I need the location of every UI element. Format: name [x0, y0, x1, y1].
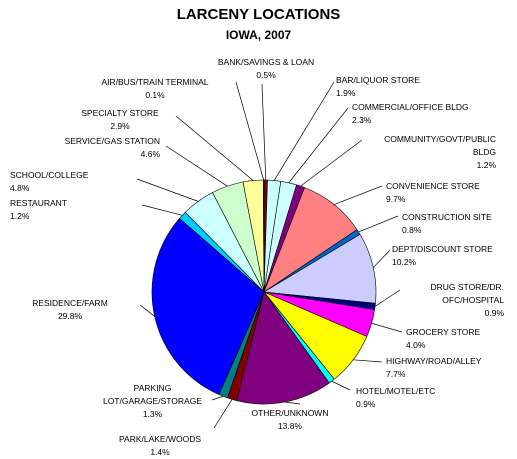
value-label: 10.2%	[392, 257, 417, 267]
leader-line	[331, 380, 351, 391]
leader-line	[165, 145, 228, 187]
leader-line	[353, 359, 383, 363]
value-label: 0.9%	[356, 399, 376, 409]
slice-label: CONVENIENCE STORE 9.7%	[386, 180, 496, 206]
category-label: CONVENIENCE STORE	[386, 181, 480, 191]
category-label: OTHER/UNKNOWN	[251, 408, 329, 418]
slice-label: DEPT/DISCOUNT STORE 10.2%	[392, 243, 512, 269]
category-label: BANK/SAVINGS & LOAN	[217, 57, 315, 67]
slice-label: HIGHWAY/ROAD/ALLEY 7.7%	[386, 355, 496, 381]
value-label: 1.2%	[476, 160, 496, 170]
leader-line	[371, 322, 403, 333]
leader-line	[288, 107, 349, 183]
value-label: 0.1%	[145, 90, 165, 100]
category-label: AIR/BUS/TRAIN TERMINAL	[101, 77, 209, 87]
slice-label: DRUG STORE/DR. OFC/HOSPITAL 0.9%	[404, 281, 504, 320]
value-label: 13.8%	[277, 421, 303, 431]
leader-line	[175, 115, 254, 181]
slice-label: COMMUNITY/GOVT/PUBLIC BLDG 1.2%	[366, 133, 496, 172]
slice-label: PARK/LAKE/WOODS 1.4%	[110, 433, 210, 459]
value-label: 1.2%	[10, 211, 30, 221]
leader-line	[273, 81, 335, 181]
slice-label: OTHER/UNKNOWN 13.8%	[240, 407, 340, 433]
leader-line	[374, 289, 401, 307]
value-label: 0.8%	[402, 225, 422, 235]
category-label: PARK/LAKE/WOODS	[118, 434, 202, 444]
category-label: COMMERCIAL/OFFICE BLDG	[352, 102, 469, 112]
slice-label: PARKING LOT/GARAGE/STORAGE 1.3%	[90, 382, 215, 421]
value-label: 1.3%	[142, 409, 163, 419]
slice-label: BANK/SAVINGS & LOAN 0.5%	[206, 56, 326, 82]
chart-subtitle: IOWA, 2007	[225, 28, 292, 42]
category-label: HOTEL/MOTEL/ETC	[356, 386, 436, 396]
category-label: SERVICE/GAS STATION	[64, 136, 160, 146]
value-label: 9.7%	[386, 194, 406, 204]
value-label: 4.6%	[140, 149, 160, 159]
leader-line	[300, 139, 363, 187]
category-label: RESTAURANT	[10, 198, 67, 208]
slice-label: SERVICE/GAS STATION 4.6%	[40, 135, 160, 161]
category-label: PARKING LOT/GARAGE/STORAGE	[102, 383, 203, 406]
slice-label: GROCERY STORE 4.0%	[406, 326, 506, 352]
leader-line	[136, 178, 199, 202]
slice-label: RESTAURANT 1.2%	[10, 197, 130, 223]
value-label: 7.7%	[386, 369, 406, 379]
pie-slice	[263, 233, 377, 304]
leader-line	[261, 83, 267, 181]
slice-label: BAR/LIQUOR STORE 1.9%	[336, 74, 446, 100]
slice-label: HOTEL/MOTEL/ETC 0.9%	[356, 385, 466, 411]
leader-line	[213, 399, 233, 429]
leader-line	[235, 81, 264, 181]
value-label: 1.9%	[336, 88, 356, 98]
pie-slice	[236, 291, 330, 405]
slice-label: SPECIALTY STORE 2.9%	[60, 107, 180, 133]
value-label: 29.8%	[57, 311, 83, 321]
slice-label: CONSTRUCTION SITE 0.8%	[402, 211, 512, 237]
leader-line	[211, 395, 224, 401]
leader-line	[333, 185, 383, 205]
value-label: 2.9%	[110, 121, 130, 131]
category-label: BAR/LIQUOR STORE	[336, 75, 420, 85]
category-label: HIGHWAY/ROAD/ALLEY	[386, 356, 482, 366]
slice-label: COMMERCIAL/OFFICE BLDG 2.3%	[352, 101, 492, 127]
category-label: DRUG STORE/DR. OFC/HOSPITAL	[430, 282, 504, 305]
leader-line	[358, 215, 399, 233]
leader-line	[373, 249, 391, 268]
category-label: GROCERY STORE	[406, 327, 481, 337]
value-label: 1.4%	[150, 447, 170, 457]
slice-label: RESIDENCE/FARM 29.8%	[10, 297, 130, 323]
value-label: 4.0%	[406, 340, 426, 350]
value-label: 0.5%	[256, 70, 276, 80]
slice-label: SCHOOL/COLLEGE 4.8%	[10, 169, 130, 195]
category-label: SCHOOL/COLLEGE	[10, 170, 89, 180]
leader-line	[284, 401, 301, 405]
value-label: 0.9%	[484, 308, 504, 318]
chart-title: LARCENY LOCATIONS	[176, 6, 341, 23]
slice-label: AIR/BUS/TRAIN TERMINAL 0.1%	[80, 76, 230, 102]
leader-line	[139, 304, 155, 317]
category-label: SPECIALTY STORE	[81, 108, 159, 118]
value-label: 4.8%	[10, 183, 30, 193]
category-label: COMMUNITY/GOVT/PUBLIC BLDG	[384, 134, 496, 157]
category-label: RESIDENCE/FARM	[32, 298, 108, 308]
category-label: DEPT/DISCOUNT STORE	[392, 244, 493, 254]
category-label: CONSTRUCTION SITE	[402, 212, 492, 222]
value-label: 2.3%	[352, 115, 372, 125]
leader-line	[141, 204, 183, 216]
